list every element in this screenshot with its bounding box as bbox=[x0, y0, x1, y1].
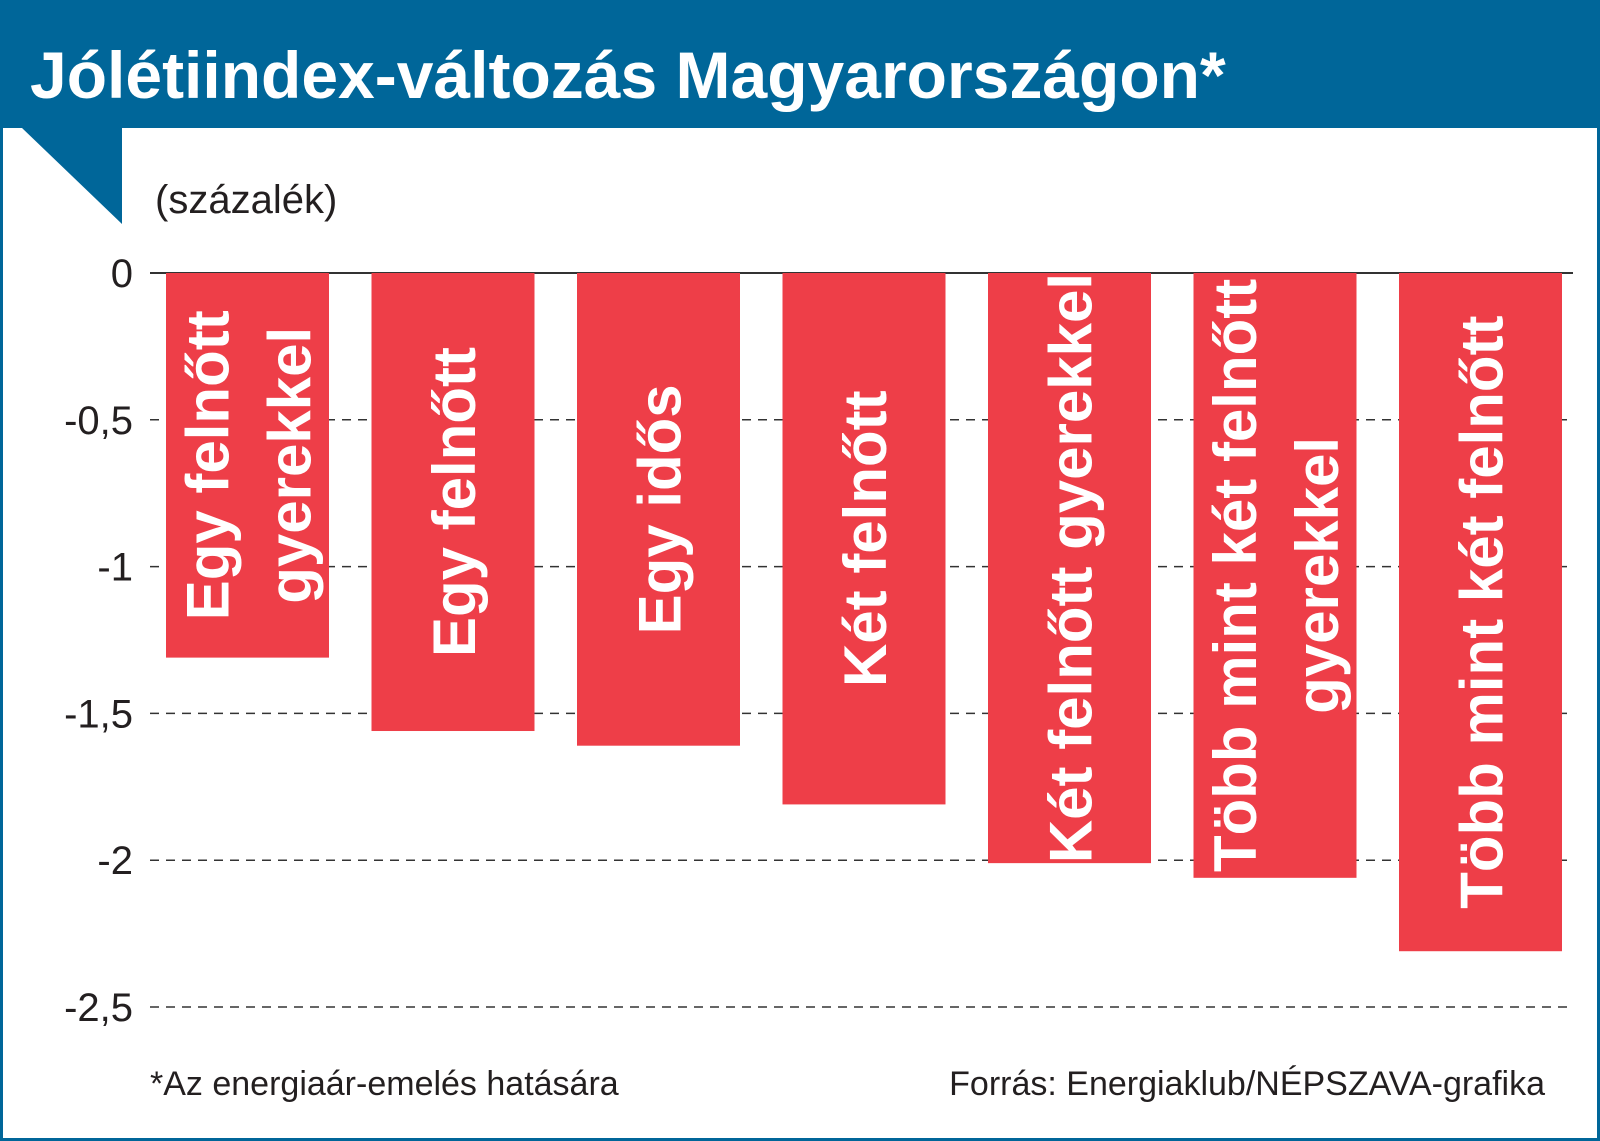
bar-label-line: Egy felnőtt bbox=[175, 310, 242, 620]
bar-label: Több mint két felnőtt gyerekkel bbox=[1202, 279, 1351, 872]
bar-label: Egy idős bbox=[627, 384, 694, 634]
bar-label-line: gyerekkel bbox=[1284, 437, 1351, 714]
y-tick-label: -1,5 bbox=[64, 692, 133, 736]
y-tick-label: 0 bbox=[111, 252, 133, 296]
y-tick-label: -2,5 bbox=[64, 986, 133, 1030]
title-banner-tail bbox=[22, 128, 122, 224]
bars: Egy felnőtt gyerekkel Egy felnőtt Egy idős K… bbox=[166, 273, 1562, 952]
bar bbox=[577, 273, 740, 746]
y-tick-label: -2 bbox=[97, 839, 133, 883]
title-banner bbox=[0, 0, 1600, 128]
bar-label: Egy felnőtt gyerekkel bbox=[175, 310, 324, 620]
bar-label-line: gyerekkel bbox=[257, 327, 324, 604]
bar-label-line: Egy idős bbox=[627, 384, 694, 634]
bar bbox=[371, 273, 535, 732]
bar-label: Két felnőtt gyerekkel bbox=[1038, 273, 1105, 863]
y-tick-label: -0,5 bbox=[64, 399, 133, 443]
bar bbox=[1399, 273, 1562, 952]
bar bbox=[166, 273, 329, 658]
bar-label: Két felnőtt bbox=[832, 390, 899, 687]
bar bbox=[1193, 273, 1357, 878]
bar-label-line: Egy felnőtt bbox=[421, 347, 488, 657]
bar-label-line: Két felnőtt bbox=[832, 390, 899, 687]
chart-title: Jólétiindex-változás Magyarországon* bbox=[30, 38, 1226, 112]
bar-label: Egy felnőtt bbox=[421, 347, 488, 657]
y-axis-tick-labels: 0 -0,5 -1 -1,5 -2 -2,5 bbox=[64, 252, 133, 1030]
source-note: Forrás: Energiaklub/NÉPSZAVA-grafika bbox=[949, 1065, 1545, 1103]
footnote: *Az energiaár-emelés hatására bbox=[150, 1065, 619, 1103]
bar-label-line: Több mint két felnőtt bbox=[1449, 315, 1516, 908]
bar-label-line: Több mint két felnőtt bbox=[1202, 279, 1269, 872]
bar bbox=[988, 273, 1151, 864]
y-tick-label: -1 bbox=[97, 546, 133, 590]
bar bbox=[782, 273, 946, 805]
bar-label: Több mint két felnőtt bbox=[1449, 315, 1516, 908]
bar-label-line: Két felnőtt gyerekkel bbox=[1038, 273, 1105, 863]
unit-label: (százalék) bbox=[155, 178, 337, 222]
